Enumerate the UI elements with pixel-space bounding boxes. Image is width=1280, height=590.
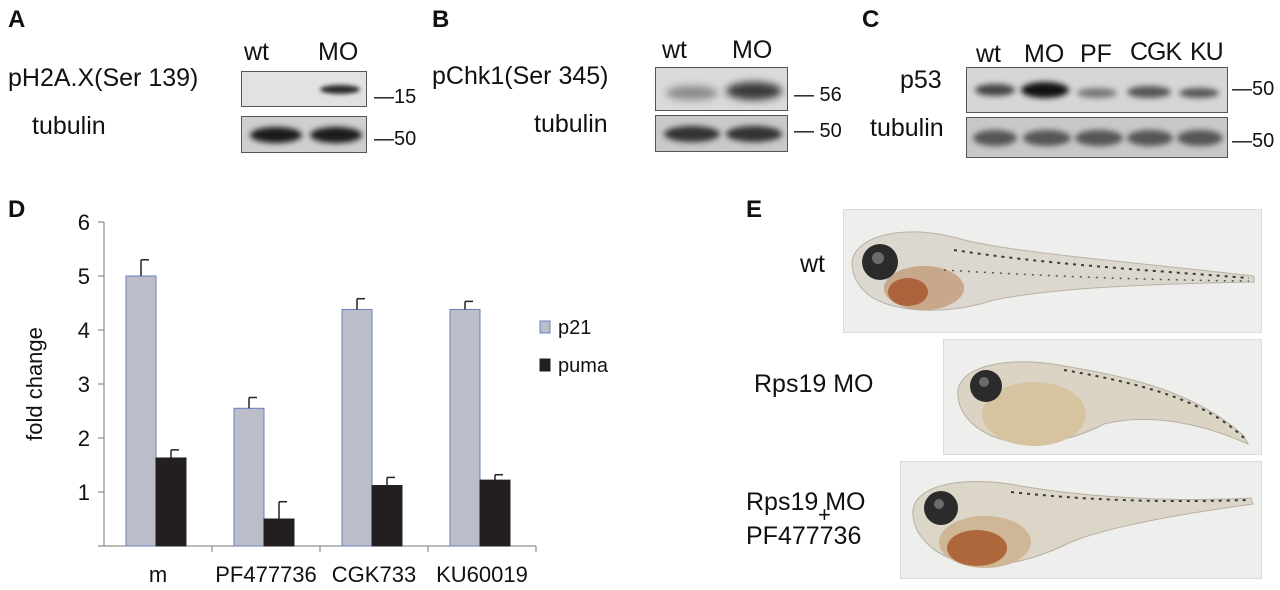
x-tick-label: KU60019: [436, 562, 528, 587]
blot-band: [1021, 82, 1069, 98]
embryo-label-rps19-mo-pf: Rps19 MO: [746, 488, 866, 516]
blot-label-ph2ax: pH2A.X(Ser 139): [8, 64, 199, 92]
embryo-label-wt: wt: [800, 250, 825, 278]
blot-label-tubulin: tubulin: [32, 112, 106, 140]
blot-band: [973, 130, 1017, 146]
bar-p21-2: [341, 308, 373, 547]
blot-tubulin-b: [655, 115, 788, 152]
blot-band: [320, 85, 360, 94]
blot-band: [250, 127, 302, 143]
lane-label-mo: MO: [1024, 40, 1065, 68]
blot-band: [666, 86, 718, 100]
legend-label-p21: p21: [558, 317, 591, 339]
y-tick-label: 5: [78, 264, 90, 289]
blot-band: [975, 84, 1015, 96]
panel-letter-e: E: [746, 196, 763, 223]
blot-label-tubulin: tubulin: [534, 110, 608, 138]
mw-marker: — 50: [794, 120, 842, 142]
lane-label-wt: wt: [662, 36, 687, 64]
bar-p21-3: [449, 308, 481, 547]
blot-band: [726, 82, 782, 100]
embryo-label-pf477736: PF477736: [746, 522, 862, 550]
blot-band: [310, 127, 362, 143]
blot-band: [664, 126, 720, 142]
y-tick-label: 1: [78, 480, 90, 505]
bar-p21-1: [233, 407, 265, 547]
blot-label-pchk1: pChk1(Ser 345): [432, 62, 609, 90]
lane-label-ku: KU: [1190, 38, 1224, 66]
blot-band: [1077, 88, 1117, 98]
blot-pchk1: [655, 67, 788, 111]
lane-label-mo: MO: [732, 36, 773, 64]
mw-marker: —50: [1232, 78, 1275, 100]
blot-band: [1177, 130, 1223, 146]
lane-label-pf: PF: [1080, 40, 1112, 68]
legend-label-puma: puma: [558, 355, 609, 377]
blot-label-p53: p53: [900, 66, 942, 94]
plus-sign: +: [818, 502, 831, 527]
embryo-image-wt: [843, 209, 1262, 333]
panel-letter-a: A: [8, 6, 26, 33]
blot-band: [726, 126, 782, 142]
blot-band: [1179, 88, 1219, 98]
bar-puma-3: [479, 479, 511, 547]
bar-puma-0: [155, 457, 187, 547]
bar-puma-1: [263, 518, 295, 547]
fold-change-bar-chart: 1 2 3 4 5 6 fold change m PF477736 CGK733 KU60019 p…: [22, 210, 609, 587]
lane-label-wt: wt: [244, 38, 269, 66]
lane-label-mo: MO: [318, 38, 359, 66]
embryo-image-rps19-mo-pf477736: [900, 461, 1262, 579]
mw-marker: — 56: [794, 84, 842, 106]
blot-tubulin-c: [966, 117, 1228, 158]
bar-p21-0: [125, 275, 157, 547]
x-tick-label: CGK733: [332, 562, 416, 587]
mw-marker: —50: [1232, 130, 1275, 152]
mw-marker: —50: [374, 128, 417, 150]
lane-label-wt: wt: [976, 40, 1001, 68]
y-tick-label: 2: [78, 426, 90, 451]
x-tick-label: m: [149, 562, 167, 587]
blot-p53: [966, 67, 1228, 113]
embryo-label-rps19-mo: Rps19 MO: [754, 370, 874, 398]
panel-letter-c: C: [862, 6, 880, 33]
lane-label-cgk: CGK: [1130, 38, 1182, 66]
panel-letter-b: B: [432, 6, 450, 33]
blot-band: [1023, 130, 1071, 146]
embryo-image-rps19-mo: [943, 339, 1262, 455]
panel-letter-d: D: [8, 196, 26, 223]
y-tick-label: 3: [78, 372, 90, 397]
blot-label-tubulin: tubulin: [870, 114, 944, 142]
blot-tubulin-a: [241, 116, 367, 153]
mw-marker: —15: [374, 86, 417, 108]
x-tick-label: PF477736: [215, 562, 317, 587]
y-tick-label: 6: [78, 210, 90, 235]
legend-swatch-p21: [539, 320, 551, 334]
y-tick-label: 4: [78, 318, 90, 343]
blot-ph2ax: [241, 71, 367, 107]
blot-band: [1127, 86, 1171, 98]
blot-band: [1127, 130, 1173, 146]
blot-band: [1075, 130, 1123, 146]
y-axis-label: fold change: [22, 327, 47, 441]
legend-swatch-puma: [539, 358, 551, 372]
bar-puma-2: [371, 485, 403, 547]
